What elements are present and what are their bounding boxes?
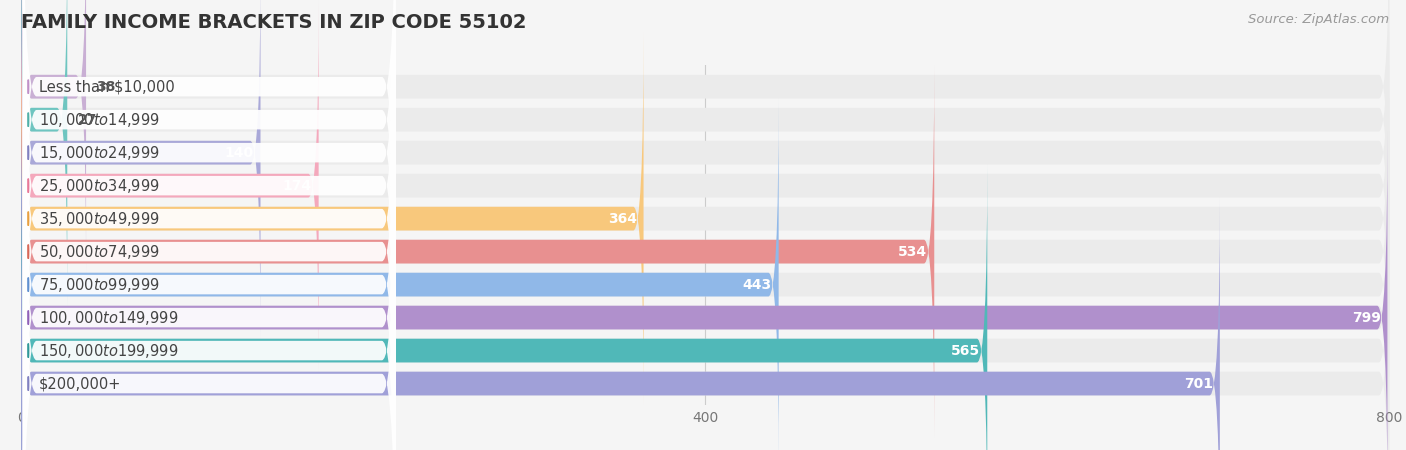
Text: 27: 27 [77, 112, 97, 127]
Text: $10,000 to $14,999: $10,000 to $14,999 [39, 111, 160, 129]
Text: $50,000 to $74,999: $50,000 to $74,999 [39, 243, 160, 261]
Text: 443: 443 [742, 278, 772, 292]
Text: FAMILY INCOME BRACKETS IN ZIP CODE 55102: FAMILY INCOME BRACKETS IN ZIP CODE 55102 [21, 14, 527, 32]
FancyBboxPatch shape [21, 0, 260, 339]
Text: 38: 38 [97, 80, 115, 94]
FancyBboxPatch shape [22, 130, 395, 450]
FancyBboxPatch shape [21, 99, 779, 450]
Text: 799: 799 [1351, 310, 1381, 324]
Text: $15,000 to $24,999: $15,000 to $24,999 [39, 144, 160, 162]
FancyBboxPatch shape [21, 99, 1389, 450]
FancyBboxPatch shape [21, 165, 987, 450]
FancyBboxPatch shape [21, 32, 644, 405]
FancyBboxPatch shape [22, 0, 395, 440]
FancyBboxPatch shape [22, 0, 395, 407]
FancyBboxPatch shape [21, 0, 1389, 372]
FancyBboxPatch shape [22, 0, 395, 450]
FancyBboxPatch shape [21, 0, 1389, 339]
FancyBboxPatch shape [21, 66, 934, 438]
FancyBboxPatch shape [22, 63, 395, 450]
Text: $25,000 to $34,999: $25,000 to $34,999 [39, 177, 160, 195]
FancyBboxPatch shape [21, 32, 1389, 405]
Text: 701: 701 [1184, 377, 1213, 391]
FancyBboxPatch shape [21, 165, 1389, 450]
Text: $75,000 to $99,999: $75,000 to $99,999 [39, 275, 160, 293]
FancyBboxPatch shape [21, 0, 86, 273]
Text: 565: 565 [952, 343, 980, 358]
Text: 534: 534 [898, 245, 928, 259]
Text: $100,000 to $149,999: $100,000 to $149,999 [39, 309, 179, 327]
FancyBboxPatch shape [21, 198, 1389, 450]
FancyBboxPatch shape [21, 131, 1389, 450]
Text: Less than $10,000: Less than $10,000 [39, 79, 174, 94]
Text: $150,000 to $199,999: $150,000 to $199,999 [39, 342, 179, 360]
FancyBboxPatch shape [22, 31, 395, 450]
Text: 174: 174 [283, 179, 312, 193]
FancyBboxPatch shape [21, 0, 67, 306]
Text: 140: 140 [225, 146, 253, 160]
FancyBboxPatch shape [21, 0, 1389, 306]
FancyBboxPatch shape [22, 96, 395, 450]
FancyBboxPatch shape [21, 66, 1389, 438]
FancyBboxPatch shape [22, 0, 395, 450]
FancyBboxPatch shape [21, 0, 1389, 273]
Text: $200,000+: $200,000+ [39, 376, 121, 391]
FancyBboxPatch shape [21, 131, 1388, 450]
Text: $35,000 to $49,999: $35,000 to $49,999 [39, 210, 160, 228]
Text: 364: 364 [607, 212, 637, 225]
FancyBboxPatch shape [22, 0, 395, 374]
FancyBboxPatch shape [22, 0, 395, 341]
FancyBboxPatch shape [21, 198, 1220, 450]
FancyBboxPatch shape [21, 0, 319, 372]
Text: Source: ZipAtlas.com: Source: ZipAtlas.com [1249, 14, 1389, 27]
